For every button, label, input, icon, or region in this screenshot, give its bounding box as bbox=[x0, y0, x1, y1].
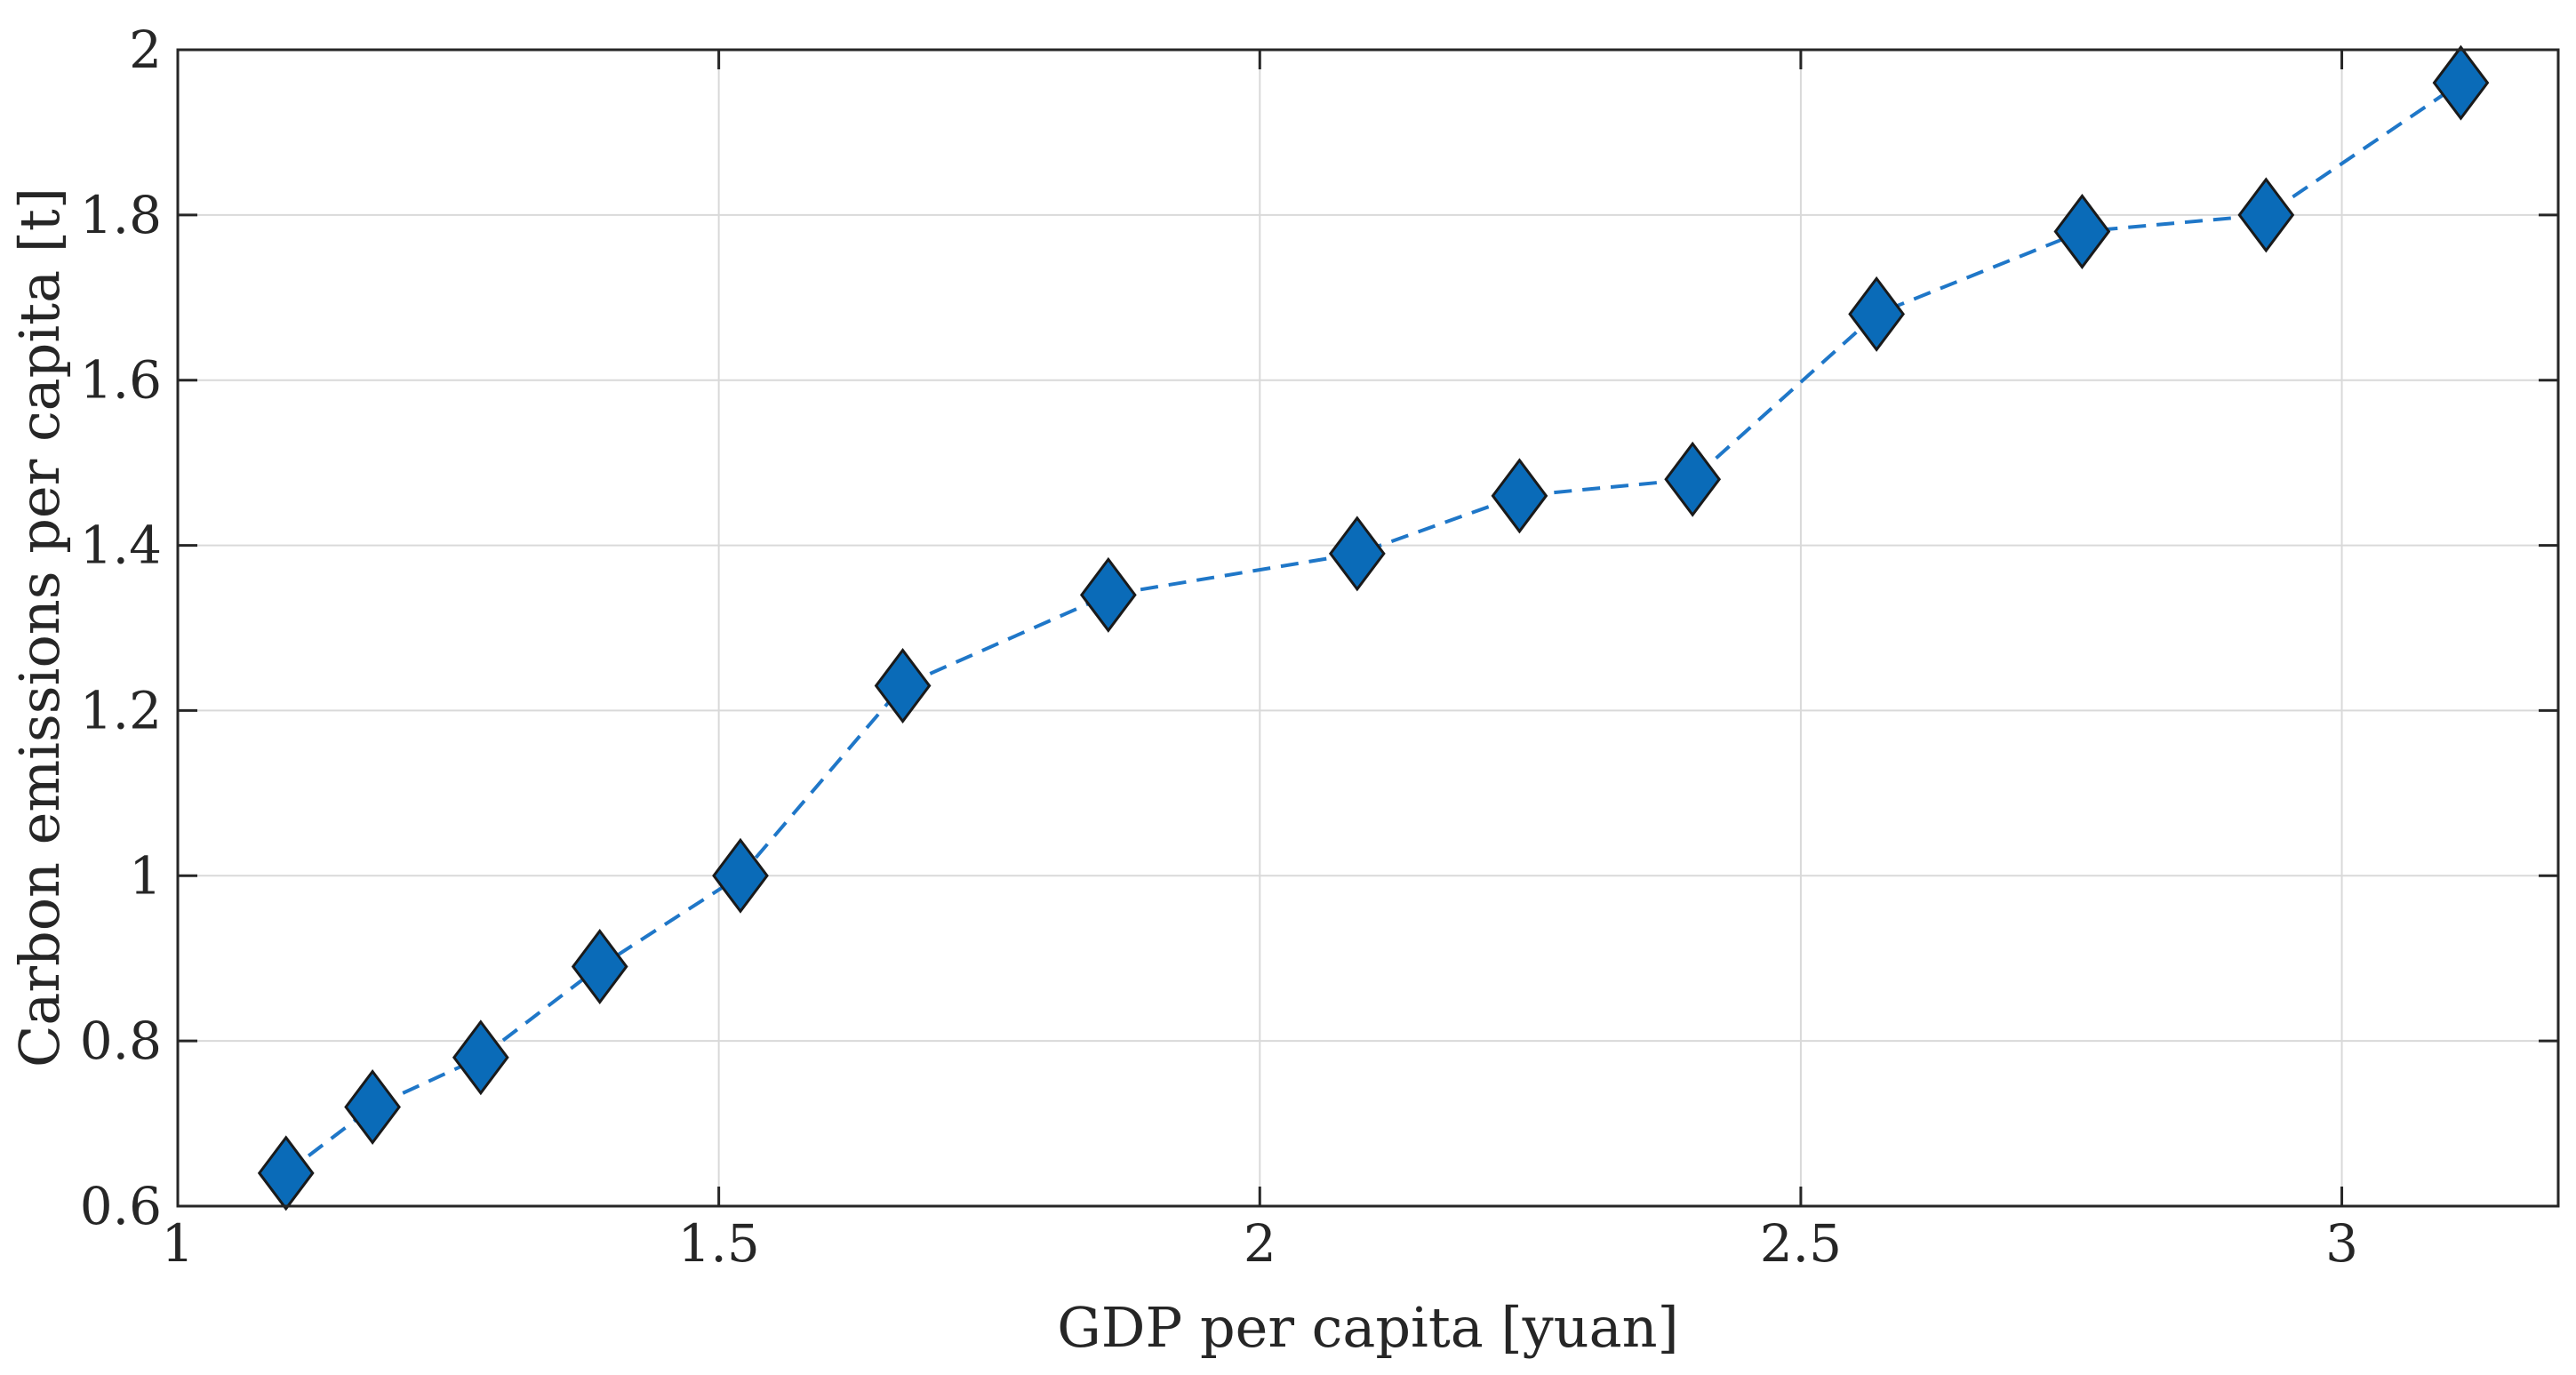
axis-ticks bbox=[176, 48, 2558, 1208]
data-point-marker bbox=[1664, 441, 1722, 517]
data-point-marker bbox=[712, 837, 769, 914]
data-point-marker bbox=[2432, 44, 2490, 121]
data-point-marker bbox=[452, 1019, 509, 1096]
y-tick-label: 1 bbox=[129, 845, 162, 906]
data-point-marker bbox=[874, 648, 932, 724]
y-axis-label: Carbon emissions per capita [t] bbox=[7, 188, 72, 1067]
data-point-marker bbox=[571, 929, 628, 1005]
x-tick-label: 2 bbox=[1244, 1213, 1276, 1274]
data-point-marker bbox=[2053, 193, 2111, 269]
grid-lines bbox=[178, 50, 2558, 1206]
plot-frame bbox=[176, 48, 2560, 1208]
x-tick-label: 1 bbox=[162, 1213, 195, 1274]
data-point-marker bbox=[1848, 276, 1905, 352]
y-tick-labels: 0.6 0.8 1 1.2 1.4 1.6 1.8 2 bbox=[80, 20, 162, 1236]
data-point-marker bbox=[257, 1135, 315, 1211]
y-tick-label: 0.8 bbox=[80, 1011, 162, 1071]
y-tick-label: 1.6 bbox=[80, 350, 162, 411]
data-point-marker bbox=[2237, 177, 2295, 253]
x-tick-label: 3 bbox=[2325, 1213, 2358, 1274]
series-line bbox=[284, 81, 2462, 1175]
x-tick-labels: 1 1.5 2 2.5 3 bbox=[162, 1213, 2358, 1274]
y-tick-label: 1.2 bbox=[80, 680, 162, 740]
x-tick-label: 2.5 bbox=[1760, 1213, 1842, 1274]
y-tick-label: 1.4 bbox=[80, 516, 162, 576]
y-tick-label: 1.8 bbox=[80, 185, 162, 245]
x-tick-label: 1.5 bbox=[678, 1213, 760, 1274]
data-point-marker bbox=[1328, 516, 1386, 592]
y-tick-label: 0.6 bbox=[80, 1176, 162, 1236]
data-point-marker bbox=[1491, 458, 1548, 534]
data-point-marker bbox=[1079, 556, 1137, 633]
series-line-layer bbox=[284, 81, 2462, 1175]
y-tick-label: 2 bbox=[129, 20, 162, 80]
x-axis-label: GDP per capita [yuan] bbox=[1057, 1295, 1678, 1360]
series-markers bbox=[257, 44, 2490, 1211]
data-point-marker bbox=[344, 1068, 401, 1145]
